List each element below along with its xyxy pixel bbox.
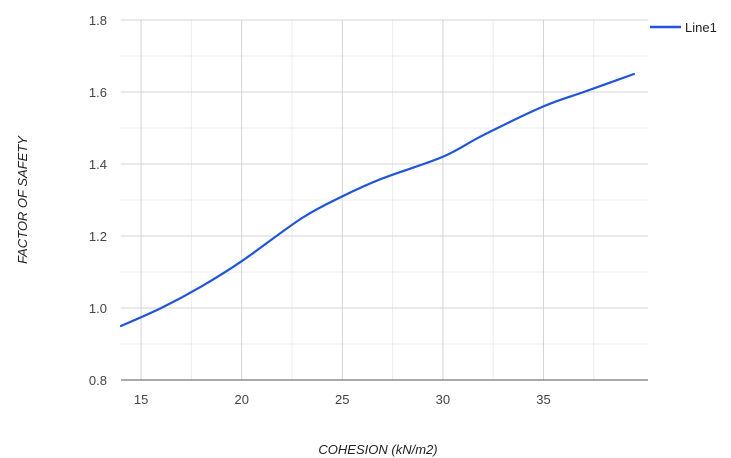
y-tick-label: 1.8 (89, 13, 107, 28)
x-axis-ticks: 15 20 25 30 35 (134, 392, 551, 407)
legend-label-line1: Line1 (685, 20, 717, 35)
series-line-line1 (119, 72, 636, 328)
y-tick-label: 0.8 (89, 373, 107, 388)
major-gridlines (121, 19, 648, 380)
y-tick-label: 1.4 (89, 157, 107, 172)
x-axis-title: COHESION (kN/m2) (318, 442, 437, 457)
y-axis-ticks: 0.8 1.0 1.2 1.4 1.6 1.8 (89, 13, 107, 388)
y-axis-title: FACTOR OF SAFETY (15, 135, 30, 264)
x-tick-label: 25 (335, 392, 349, 407)
minor-gridlines (121, 20, 648, 380)
x-tick-label: 30 (436, 392, 450, 407)
y-tick-label: 1.6 (89, 85, 107, 100)
y-tick-label: 1.2 (89, 229, 107, 244)
x-tick-label: 15 (134, 392, 148, 407)
y-tick-label: 1.0 (89, 301, 107, 316)
legend: Line1 (650, 20, 717, 35)
x-tick-label: 35 (536, 392, 550, 407)
x-tick-label: 20 (234, 392, 248, 407)
